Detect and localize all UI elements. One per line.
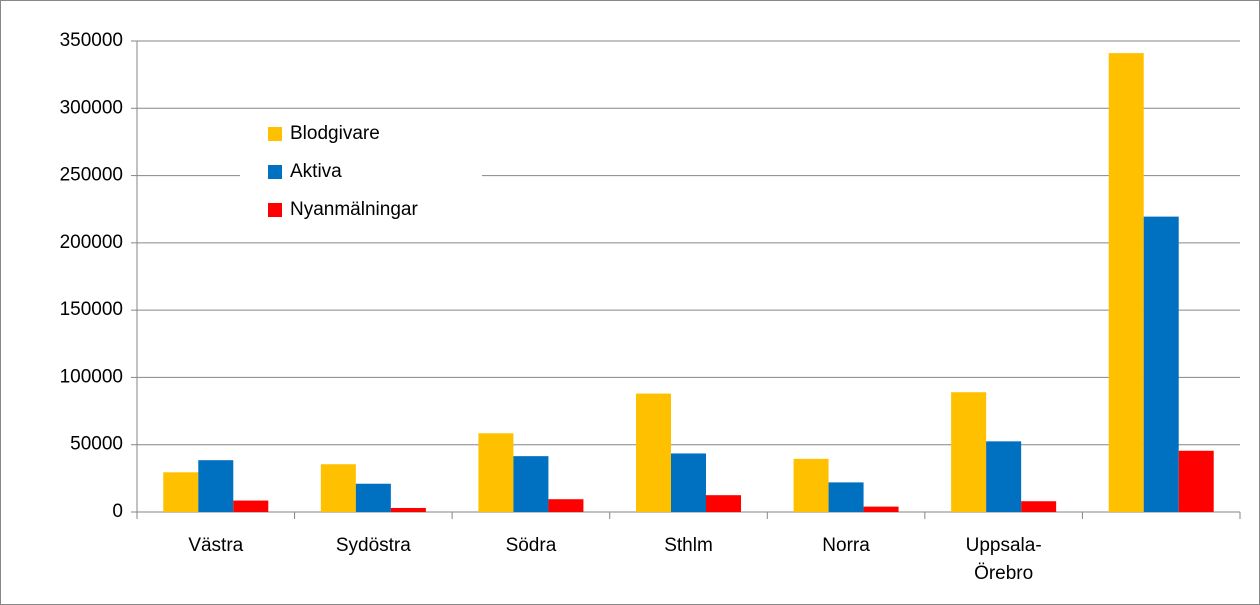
x-tick-label: Norra	[822, 535, 870, 556]
legend-label: Aktiva	[290, 161, 342, 182]
bar	[1178, 450, 1214, 512]
y-tick-label: 150000	[60, 299, 123, 320]
legend-label: Blodgivare	[290, 123, 380, 144]
bar	[1021, 501, 1057, 512]
y-tick-label: 50000	[70, 434, 123, 455]
bar	[548, 499, 584, 512]
legend-swatch	[268, 165, 282, 179]
bar	[355, 483, 391, 512]
x-tick-label: Uppsala-Örebro	[965, 535, 1042, 584]
y-tick-label: 350000	[60, 30, 123, 51]
y-tick-label: 300000	[60, 97, 123, 118]
x-tick-label: Sthlm	[664, 535, 713, 556]
y-tick-label: 100000	[60, 366, 123, 387]
y-tick-label: 250000	[60, 165, 123, 186]
bar	[513, 456, 549, 512]
x-tick-label: Sydöstra	[335, 535, 411, 556]
x-tick-label: Västra	[188, 535, 244, 556]
bar	[793, 458, 829, 512]
bar	[320, 464, 356, 512]
bar	[706, 495, 741, 512]
bar	[671, 453, 706, 512]
x-tick-label: Södra	[505, 535, 557, 556]
bar	[198, 460, 234, 512]
bar	[1143, 216, 1179, 512]
y-tick-label: 200000	[60, 232, 123, 253]
bar	[163, 472, 199, 512]
bar	[951, 392, 987, 512]
bar	[986, 441, 1022, 512]
legend-swatch	[268, 127, 282, 141]
bar	[1108, 53, 1144, 513]
legend-swatch	[268, 203, 282, 217]
legend-label: Nyanmälningar	[290, 199, 418, 220]
bar	[390, 507, 426, 512]
bar	[863, 506, 899, 512]
bar	[233, 500, 269, 512]
y-tick-label: 0	[112, 501, 123, 522]
bar	[478, 433, 514, 512]
bar	[636, 393, 671, 512]
bar	[828, 482, 864, 512]
